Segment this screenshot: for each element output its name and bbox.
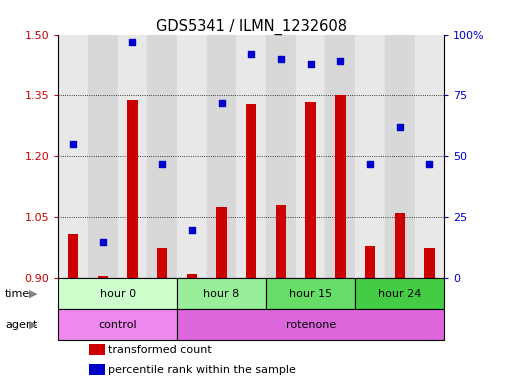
- Bar: [177, 309, 443, 340]
- Point: [217, 100, 225, 106]
- Bar: [89, 364, 105, 376]
- Bar: [58, 278, 177, 309]
- Bar: [157, 248, 167, 278]
- Text: hour 8: hour 8: [203, 289, 239, 299]
- Bar: [177, 35, 206, 278]
- Point: [276, 56, 284, 62]
- Bar: [117, 35, 147, 278]
- Point: [336, 58, 344, 65]
- Bar: [236, 35, 266, 278]
- Bar: [216, 207, 226, 278]
- Bar: [266, 278, 355, 309]
- Bar: [275, 205, 285, 278]
- Point: [395, 124, 403, 130]
- Point: [365, 161, 373, 167]
- Bar: [147, 35, 177, 278]
- Point: [69, 141, 77, 147]
- Bar: [355, 35, 384, 278]
- Bar: [325, 35, 355, 278]
- Bar: [97, 276, 108, 278]
- Point: [158, 161, 166, 167]
- Text: rotenone: rotenone: [285, 320, 335, 330]
- Point: [128, 39, 136, 45]
- Bar: [177, 278, 266, 309]
- Text: control: control: [98, 320, 137, 330]
- Bar: [127, 99, 137, 278]
- Bar: [89, 344, 105, 356]
- Point: [306, 61, 314, 67]
- Text: percentile rank within the sample: percentile rank within the sample: [108, 365, 295, 375]
- Bar: [384, 35, 414, 278]
- Text: hour 15: hour 15: [288, 289, 331, 299]
- Bar: [245, 104, 256, 278]
- Bar: [334, 96, 345, 278]
- Text: time: time: [5, 289, 30, 299]
- Text: hour 0: hour 0: [99, 289, 135, 299]
- Bar: [58, 35, 88, 278]
- Bar: [206, 35, 236, 278]
- Bar: [305, 102, 315, 278]
- Bar: [88, 35, 117, 278]
- Bar: [295, 35, 325, 278]
- Point: [247, 51, 255, 57]
- Bar: [423, 248, 434, 278]
- Bar: [58, 309, 177, 340]
- Bar: [394, 213, 404, 278]
- Point: [187, 227, 195, 233]
- Text: ▶: ▶: [29, 289, 37, 299]
- Point: [425, 161, 433, 167]
- Bar: [266, 35, 295, 278]
- Bar: [68, 233, 78, 278]
- Text: hour 24: hour 24: [377, 289, 421, 299]
- Bar: [355, 278, 443, 309]
- Bar: [414, 35, 443, 278]
- Bar: [364, 246, 375, 278]
- Text: transformed count: transformed count: [108, 345, 212, 355]
- Text: agent: agent: [5, 320, 37, 330]
- Point: [98, 238, 107, 245]
- Text: ▶: ▶: [29, 320, 37, 330]
- Bar: [186, 274, 196, 278]
- Title: GDS5341 / ILMN_1232608: GDS5341 / ILMN_1232608: [156, 18, 346, 35]
